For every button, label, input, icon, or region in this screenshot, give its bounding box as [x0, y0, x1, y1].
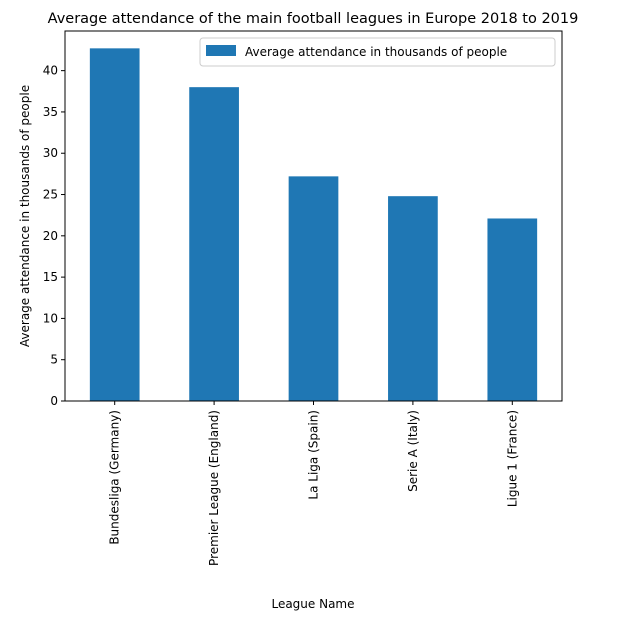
- y-tick-label-5: 25: [43, 188, 58, 202]
- legend-swatch: [206, 45, 236, 56]
- y-tick-label-8: 40: [43, 64, 58, 78]
- y-tick-label-1: 5: [50, 353, 58, 367]
- x-tick-label-3: Serie A (Italy): [406, 410, 420, 492]
- bar-1: [189, 87, 239, 402]
- bar-3: [388, 196, 438, 401]
- bar-0: [89, 48, 140, 401]
- y-tick-label-4: 20: [43, 229, 58, 243]
- y-axis-title: Average attendance in thousands of peopl…: [18, 85, 32, 347]
- x-tick-label-1: Premier League (England): [207, 410, 221, 566]
- bar-4: [487, 218, 538, 401]
- y-tick-label-7: 35: [43, 105, 58, 119]
- y-tick-label-2: 10: [43, 311, 58, 325]
- bars-group: [89, 48, 538, 402]
- y-tick-label-6: 30: [43, 146, 58, 160]
- x-tick-label-2: La Liga (Spain): [307, 410, 321, 500]
- x-tick-label-4: Ligue 1 (France): [505, 410, 519, 507]
- x-axis-title: League Name: [271, 597, 354, 611]
- y-tick-label-0: 0: [50, 394, 58, 408]
- chart-title: Average attendance of the main football …: [48, 11, 579, 27]
- y-axis: 0 5 10 15 20 25 30 35 40: [43, 64, 65, 408]
- y-tick-label-3: 15: [43, 270, 58, 284]
- legend: Average attendance in thousands of peopl…: [199, 37, 556, 67]
- x-tick-label-0: Bundesliga (Germany): [108, 410, 122, 545]
- bar-2: [288, 176, 339, 401]
- x-axis: Bundesliga (Germany) Premier League (Engl…: [108, 401, 519, 566]
- legend-frame: [199, 37, 556, 67]
- legend-label: Average attendance in thousands of peopl…: [245, 45, 507, 59]
